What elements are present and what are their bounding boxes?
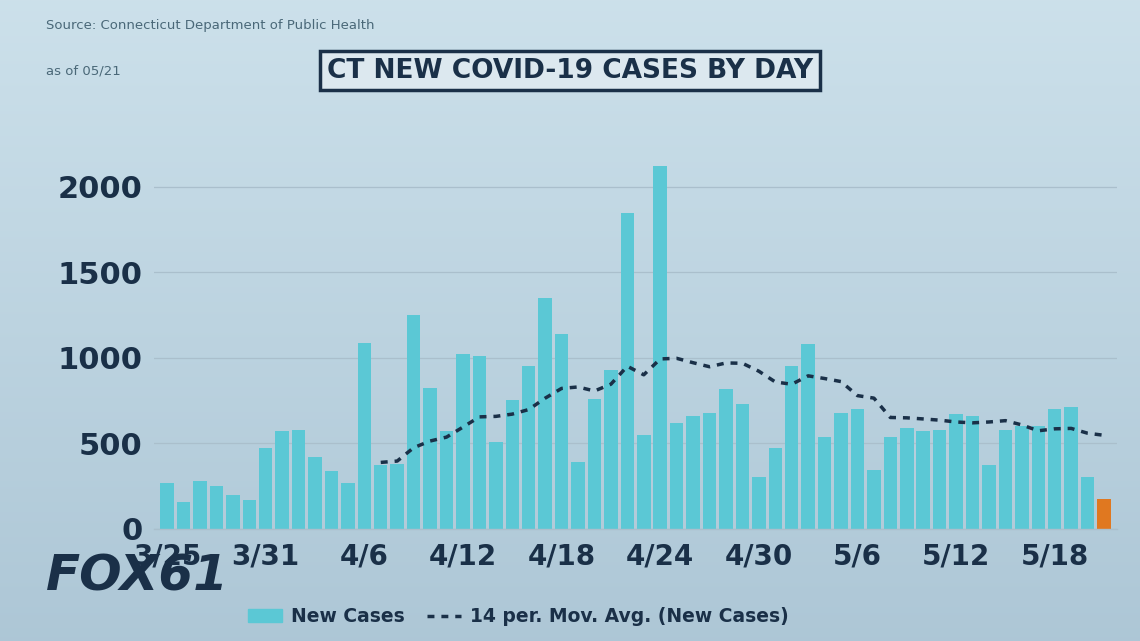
Bar	[505, 400, 519, 529]
Bar	[801, 344, 815, 529]
Bar	[374, 465, 388, 529]
Bar	[456, 354, 470, 529]
Bar	[884, 437, 897, 529]
Bar	[637, 435, 651, 529]
Bar	[1065, 406, 1078, 529]
Bar	[210, 486, 223, 529]
Bar	[620, 213, 634, 529]
Bar	[868, 470, 880, 529]
Bar	[177, 503, 190, 529]
Bar	[407, 315, 421, 529]
Bar	[933, 429, 946, 529]
Bar	[917, 431, 930, 529]
Bar	[850, 409, 864, 529]
Bar	[440, 431, 454, 529]
Text: CT NEW COVID-19 CASES BY DAY: CT NEW COVID-19 CASES BY DAY	[327, 58, 813, 83]
Bar	[950, 414, 963, 529]
Bar	[1098, 499, 1110, 529]
Bar	[1015, 426, 1028, 529]
Bar	[1081, 477, 1094, 529]
Bar	[423, 388, 437, 529]
Bar	[983, 465, 995, 529]
Bar	[834, 413, 848, 529]
Bar	[966, 416, 979, 529]
Bar	[193, 481, 206, 529]
Bar	[653, 165, 667, 529]
Bar	[817, 437, 831, 529]
Bar	[325, 470, 339, 529]
Text: as of 05/21: as of 05/21	[46, 64, 121, 77]
Bar	[686, 416, 700, 529]
Bar	[702, 413, 716, 529]
Bar	[571, 462, 585, 529]
Bar	[588, 399, 601, 529]
Legend: New Cases, 14 per. Mov. Avg. (New Cases): New Cases, 14 per. Mov. Avg. (New Cases)	[241, 600, 797, 634]
Bar	[604, 370, 618, 529]
Bar	[901, 428, 913, 529]
Bar	[276, 431, 288, 529]
Bar	[1032, 426, 1045, 529]
Bar	[522, 365, 536, 529]
Bar	[391, 464, 404, 529]
Text: Source: Connecticut Department of Public Health: Source: Connecticut Department of Public…	[46, 19, 374, 32]
Bar	[538, 298, 552, 529]
Bar	[719, 388, 733, 529]
Bar	[670, 423, 683, 529]
Bar	[768, 449, 782, 529]
Bar	[1048, 409, 1061, 529]
Bar	[308, 457, 321, 529]
Bar	[243, 500, 256, 529]
Bar	[555, 334, 569, 529]
Bar	[735, 404, 749, 529]
Text: FOX61: FOX61	[46, 553, 228, 601]
Bar	[752, 477, 766, 529]
Bar	[259, 449, 272, 529]
Bar	[999, 429, 1012, 529]
Bar	[292, 429, 306, 529]
Bar	[341, 483, 355, 529]
Bar	[473, 356, 486, 529]
Bar	[358, 342, 370, 529]
Bar	[161, 483, 173, 529]
Bar	[785, 367, 798, 529]
Bar	[226, 495, 239, 529]
Bar	[489, 442, 503, 529]
